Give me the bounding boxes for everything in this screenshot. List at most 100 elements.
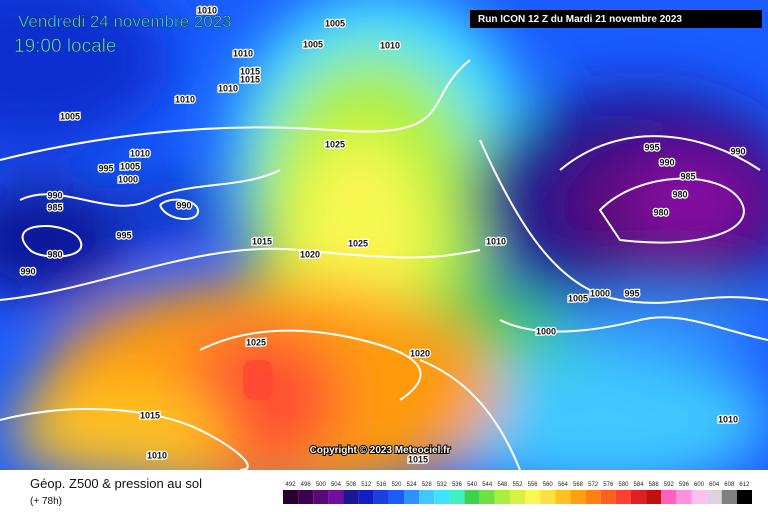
scale-swatch (464, 490, 480, 504)
scale-label: 556 (528, 482, 539, 488)
scale-label: 584 (634, 482, 645, 488)
scale-swatch (570, 490, 586, 504)
isobar-label: 1025 (325, 139, 345, 149)
geopotential-field (0, 0, 768, 500)
scale-swatch (298, 490, 314, 504)
isobar-label: 1020 (300, 249, 320, 259)
isobar-label: 990 (176, 200, 191, 210)
isobars (0, 59, 768, 471)
scale-label: 532 (437, 482, 448, 488)
scale-swatch (434, 490, 450, 504)
isobar-label: 1010 (233, 48, 253, 58)
scale-swatch (358, 490, 374, 504)
scale-label: 580 (618, 482, 629, 488)
scale-label: 596 (679, 482, 690, 488)
isobar-label: 1005 (120, 161, 140, 171)
scale-label: 528 (422, 482, 433, 488)
run-box (470, 10, 762, 28)
scale-label: 524 (407, 482, 418, 488)
isobar-label: 1010 (380, 40, 400, 50)
scale-swatch (736, 490, 752, 504)
scale-label: 544 (482, 482, 493, 488)
forecast-date: Vendredi 24 novembre 2023 (18, 12, 232, 31)
scale-swatch (585, 490, 601, 504)
scale-label: 600 (694, 482, 705, 488)
scale-swatch (646, 490, 662, 504)
scale-label: 512 (361, 482, 372, 488)
scale-swatch (525, 490, 541, 504)
isobar-label: 990 (659, 157, 674, 167)
isobar-label: 1025 (246, 337, 266, 347)
scale-label: 548 (497, 482, 508, 488)
scale-swatch (691, 490, 707, 504)
scale-label: 492 (286, 482, 297, 488)
isobar-label: 1000 (590, 288, 610, 298)
scale-label: 536 (452, 482, 463, 488)
isobar-label: 1015 (408, 454, 428, 464)
scale-label: 520 (391, 482, 402, 488)
scale-label: 552 (512, 482, 523, 488)
scale-label: 576 (603, 482, 614, 488)
isobar-label: 1015 (140, 410, 160, 420)
isobar-label: 990 (20, 266, 35, 276)
scale-swatch (313, 490, 329, 504)
isobar-label: 1010 (197, 5, 217, 15)
isobar-label: 980 (672, 189, 687, 199)
isobar-label: 1010 (175, 94, 195, 104)
isobar-label: 995 (624, 288, 639, 298)
isobar-label: 1005 (325, 18, 345, 28)
isobar-label: 985 (47, 202, 62, 212)
isobar-label: 980 (47, 249, 62, 259)
scale-label: 508 (346, 482, 357, 488)
isobar-label: 1010 (218, 83, 238, 93)
scale-swatch (343, 490, 359, 504)
scale-swatch (404, 490, 420, 504)
isobar-label: 980 (653, 207, 668, 217)
scale-swatch (555, 490, 571, 504)
scale-swatch (328, 490, 344, 504)
scale-swatch (540, 490, 556, 504)
isobar-label: 1010 (147, 450, 167, 460)
isobar-label: 1010 (486, 236, 506, 246)
scale-swatch (676, 490, 692, 504)
scale-swatch (479, 490, 495, 504)
isobar-label: 1015 (240, 66, 260, 76)
isobar-label: 1000 (118, 174, 138, 184)
scale-swatch (509, 490, 526, 504)
scale-swatch (721, 490, 737, 504)
isobar-label: 1015 (240, 74, 260, 84)
scale-label: 516 (376, 482, 387, 488)
scale-swatch (615, 490, 631, 504)
isobar-label: 995 (644, 142, 659, 152)
scale-label: 588 (649, 482, 660, 488)
copyright: Copyright © 2023 Meteociel.fr (310, 445, 451, 456)
run-info: Run ICON 12 Z du Mardi 21 novembre 2023 (478, 14, 682, 25)
isobar-label: 1010 (130, 148, 150, 158)
isobar-label: 995 (116, 230, 131, 240)
scale-label: 540 (467, 482, 478, 488)
scale-label: 608 (724, 482, 735, 488)
isobar-label: 995 (98, 163, 113, 173)
isobar-label: 1020 (410, 348, 430, 358)
scale-label: 604 (709, 482, 720, 488)
footer-title: Géop. Z500 & pression au sol (30, 476, 202, 491)
isobar-label: 1015 (252, 236, 272, 246)
scale-label: 592 (664, 482, 675, 488)
color-scale: 492 496 500 504 508 512 516 520 524 528 532 536 540 5… (283, 482, 752, 504)
scale-swatch (706, 490, 722, 504)
isobar-label: 1010 (718, 414, 738, 424)
scale-label: 500 (316, 482, 327, 488)
isobar-label: 1005 (303, 39, 323, 49)
scale-label: 572 (588, 482, 599, 488)
forecast-time: 19:00 locale (14, 36, 116, 57)
isobar-label: 1025 (348, 238, 368, 248)
isobar-label: 985 (680, 171, 695, 181)
isobar-label: 990 (47, 190, 62, 200)
scale-label: 568 (573, 482, 584, 488)
footer-subtitle: (+ 78h) (30, 496, 62, 507)
scale-label: 560 (543, 482, 554, 488)
scale-swatch (373, 490, 389, 504)
scale-label: 612 (739, 482, 750, 488)
